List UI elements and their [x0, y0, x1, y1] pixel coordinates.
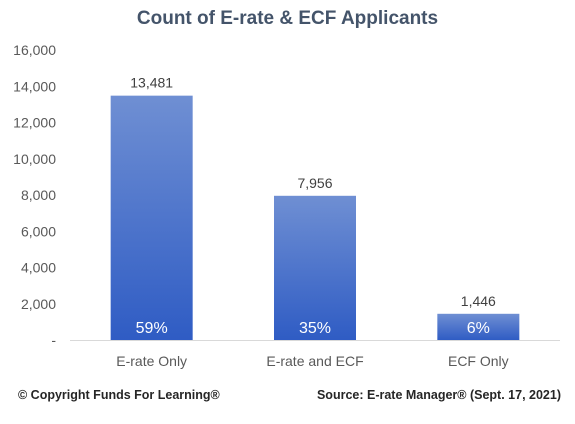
- x-tick-label: E-rate and ECF: [266, 353, 363, 369]
- x-tick-label: E-rate Only: [116, 353, 187, 369]
- y-tick-label: 6,000: [21, 223, 56, 239]
- y-tick-label: 12,000: [13, 115, 56, 131]
- bar: [110, 95, 193, 340]
- bar-value-label: 1,446: [461, 293, 496, 309]
- chart-title: Count of E-rate & ECF Applicants: [136, 8, 439, 29]
- bar: [274, 195, 356, 340]
- bar-percent-label: 59%: [136, 320, 168, 337]
- y-tick-label: 8,000: [21, 187, 56, 203]
- bar: [437, 313, 520, 340]
- y-tick-label: 16,000: [13, 42, 56, 58]
- copyright-text: © Copyright Funds For Learning®: [18, 388, 220, 402]
- bar-value-label: 7,956: [297, 175, 332, 191]
- y-tick-label: 14,000: [13, 78, 56, 94]
- bar-percent-label: 35%: [299, 320, 331, 337]
- bar-percent-label: 6%: [467, 320, 490, 337]
- bar-value-label: 13,481: [130, 75, 173, 91]
- y-tick-label: 4,000: [21, 260, 56, 276]
- source-text: Source: E-rate Manager® (Sept. 17, 2021): [316, 388, 561, 402]
- y-tick-label: 10,000: [13, 151, 56, 167]
- y-tick-label: 2,000: [21, 296, 56, 312]
- x-tick-label: ECF Only: [448, 353, 509, 369]
- y-tick-label: -: [51, 332, 56, 348]
